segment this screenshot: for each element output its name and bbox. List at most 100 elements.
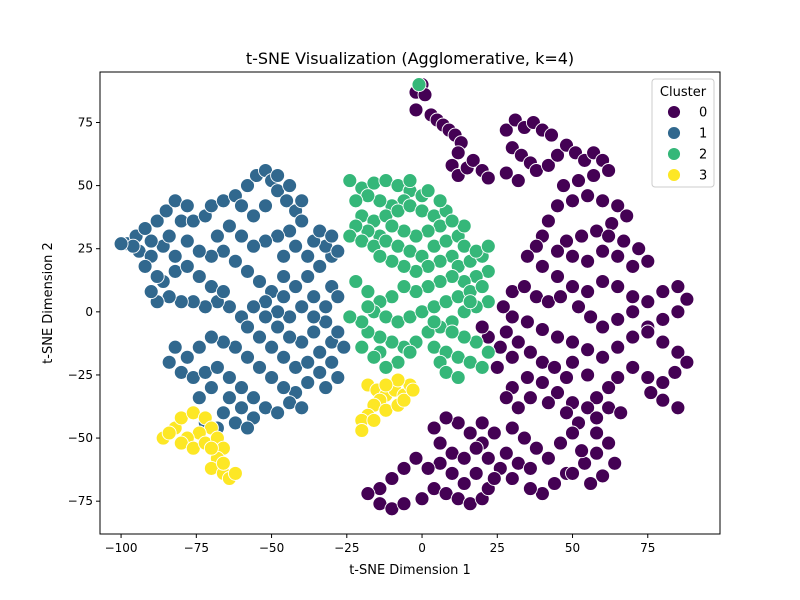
data-point (580, 253, 596, 269)
data-point (498, 390, 514, 406)
data-point (504, 471, 520, 486)
data-point (330, 289, 346, 305)
data-point (279, 193, 295, 209)
x-tick-label: 50 (565, 541, 580, 555)
data-point (574, 228, 590, 244)
data-point (655, 375, 671, 390)
data-point (601, 435, 617, 451)
data-point (456, 476, 472, 491)
legend-title: Cluster (660, 85, 707, 100)
data-point (294, 400, 310, 416)
data-point (655, 334, 671, 350)
data-point (167, 339, 183, 355)
data-point (610, 248, 626, 264)
data-point (504, 309, 520, 325)
data-point (565, 193, 580, 209)
data-point (252, 274, 267, 289)
data-point (324, 354, 340, 370)
data-point (540, 157, 556, 173)
data-point (234, 380, 249, 396)
data-point (318, 299, 334, 315)
data-point (522, 390, 538, 406)
data-point (450, 145, 466, 161)
data-point (264, 339, 280, 355)
data-point (604, 216, 620, 231)
data-point (522, 460, 538, 476)
data-point (240, 319, 255, 335)
data-point (294, 299, 310, 315)
data-point (640, 294, 656, 310)
data-point (589, 390, 605, 406)
data-point (601, 380, 617, 396)
data-point (625, 289, 641, 305)
data-point (288, 279, 304, 295)
legend-marker (667, 105, 681, 119)
data-point (240, 178, 255, 194)
data-point (221, 390, 237, 406)
data-point (444, 465, 460, 481)
data-point (559, 233, 574, 249)
data-point (619, 208, 635, 224)
data-point (586, 168, 602, 183)
data-point (486, 471, 502, 486)
data-point (553, 289, 568, 305)
data-point (191, 269, 207, 284)
data-point (468, 440, 484, 456)
data-point (625, 359, 641, 375)
data-point (276, 349, 292, 365)
data-point (300, 354, 316, 370)
data-point (480, 170, 496, 186)
plot-area (113, 77, 695, 517)
legend-label: 0 (699, 106, 707, 121)
data-point (589, 410, 605, 426)
data-point (540, 213, 556, 229)
data-point (161, 425, 177, 441)
data-point (474, 359, 490, 375)
data-point (607, 455, 623, 471)
data-point (306, 289, 322, 305)
data-point (360, 284, 376, 300)
data-point (601, 228, 617, 244)
data-point (610, 279, 626, 295)
data-point (474, 279, 490, 295)
data-point (498, 445, 514, 461)
data-point (234, 228, 249, 244)
data-point (528, 440, 544, 456)
data-point (227, 253, 243, 269)
data-point (640, 253, 656, 269)
data-point (595, 243, 611, 259)
data-point (264, 370, 280, 385)
data-point (161, 228, 177, 244)
data-point (550, 385, 565, 401)
data-point (137, 258, 153, 274)
data-point (366, 412, 382, 428)
data-point (348, 274, 364, 289)
data-point (613, 405, 629, 421)
data-point (288, 238, 304, 254)
data-point (149, 213, 165, 229)
data-point (246, 208, 261, 224)
data-point (595, 349, 611, 365)
data-point (408, 450, 424, 466)
data-point (276, 289, 292, 305)
data-point (643, 385, 659, 401)
data-point (595, 274, 611, 289)
y-tick-label: −50 (68, 431, 93, 445)
data-point (616, 233, 632, 249)
data-point (294, 213, 310, 229)
data-point (519, 314, 535, 330)
data-point (402, 173, 418, 189)
data-point (360, 486, 376, 502)
data-point (312, 258, 328, 274)
legend-frame (651, 78, 715, 188)
series-3 (155, 372, 421, 486)
data-point (571, 173, 586, 189)
data-point (589, 425, 605, 441)
series-1 (113, 163, 352, 436)
data-point (631, 241, 647, 257)
data-point (670, 400, 686, 416)
data-point (366, 349, 382, 365)
data-point (679, 354, 695, 370)
x-tick-label: −75 (184, 541, 209, 555)
